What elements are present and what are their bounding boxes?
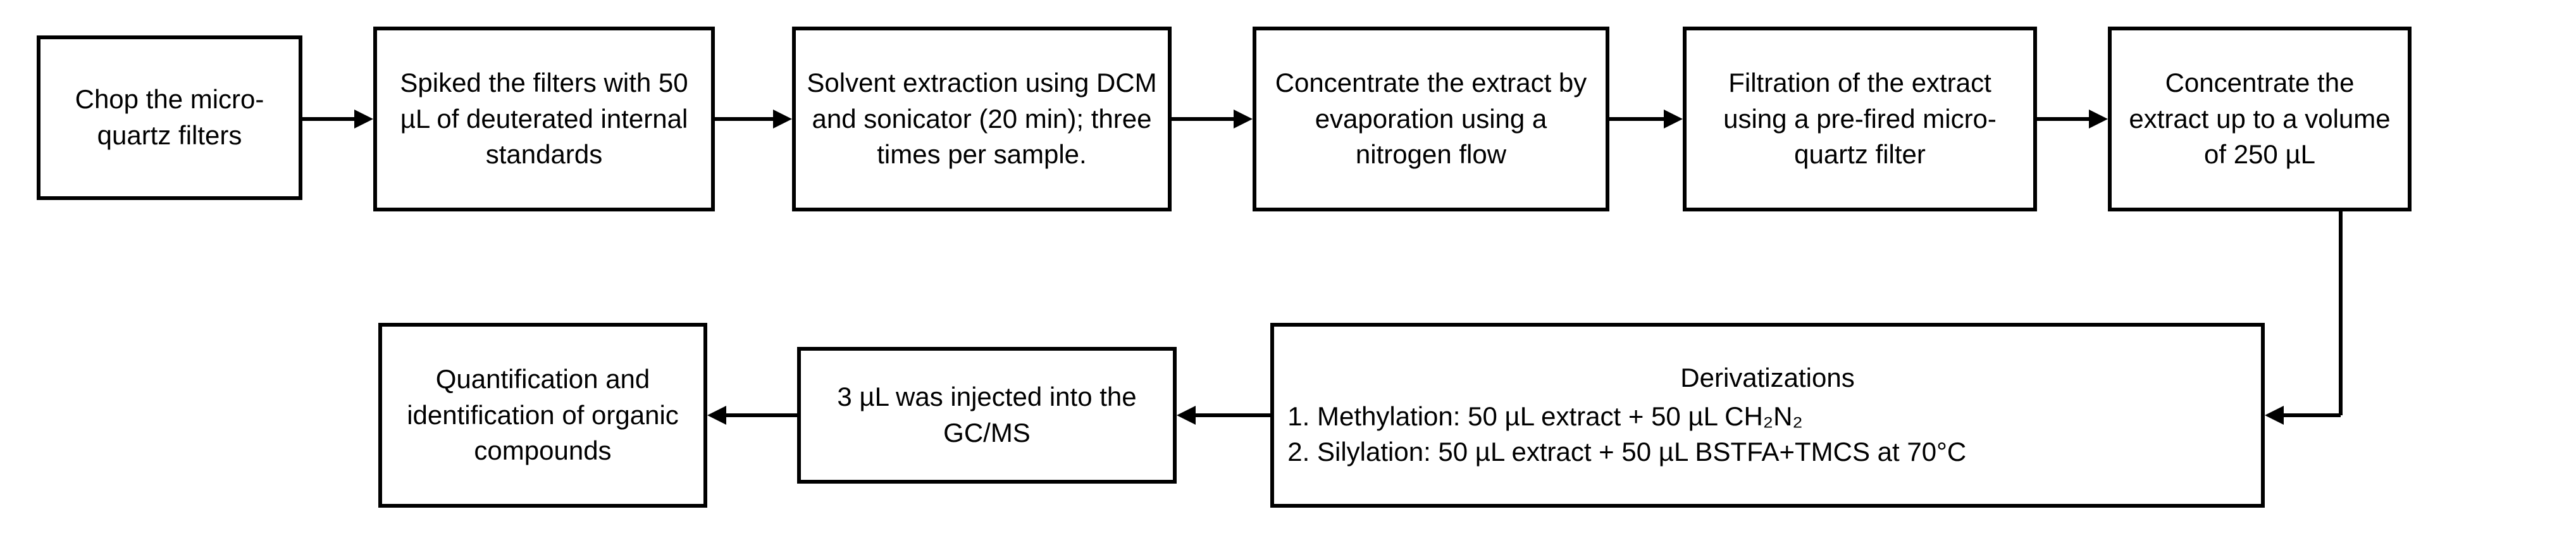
arrow-head: [707, 406, 726, 425]
flowchart-node-n8: 3 µL was injected into the GC/MS: [797, 347, 1177, 484]
arrow-head: [354, 110, 373, 129]
node-title: Derivatizations: [1284, 360, 2251, 396]
arrow-line: [1172, 117, 1234, 121]
arrow-line: [302, 117, 354, 121]
node-content: DerivatizationsMethylation: 50 µL extrac…: [1284, 360, 2251, 470]
node-content: Spiked the filters with 50 µL of deutera…: [387, 65, 701, 173]
flowchart-node-n6: Concentrate the extract up to a volume o…: [2108, 27, 2412, 211]
flowchart-canvas: Chop the micro-quartz filters Spiked the …: [0, 0, 2576, 552]
derivatizations-item: Methylation: 50 µL extract + 50 µL CH₂N₂: [1317, 399, 2251, 435]
arrow-line: [715, 117, 773, 121]
arrow-head: [1664, 110, 1683, 129]
flowchart-node-n1: Chop the micro-quartz filters: [37, 35, 302, 200]
flowchart-node-n4: Concentrate the extract by evaporation u…: [1253, 27, 1609, 211]
arrow-head: [2089, 110, 2108, 129]
arrow-head: [1177, 406, 1196, 425]
node-content: Filtration of the extract using a pre-fi…: [1697, 65, 2023, 173]
arrow-line: [2284, 413, 2341, 417]
arrow-line: [1196, 413, 1270, 417]
arrow-line: [726, 413, 797, 417]
flowchart-node-n3: Solvent extraction using DCM and sonicat…: [792, 27, 1172, 211]
node-content: Chop the micro-quartz filters: [51, 82, 288, 153]
derivatizations-list: Methylation: 50 µL extract + 50 µL CH₂N₂…: [1284, 399, 2251, 470]
arrow-line: [2339, 211, 2343, 415]
node-content: 3 µL was injected into the GC/MS: [811, 379, 1163, 451]
node-content: Solvent extraction using DCM and sonicat…: [806, 65, 1158, 173]
arrow-head: [773, 110, 792, 129]
flowchart-node-n2: Spiked the filters with 50 µL of deutera…: [373, 27, 715, 211]
node-content: Concentrate the extract by evaporation u…: [1266, 65, 1595, 173]
flowchart-node-n9: Quantification and identification of org…: [378, 323, 707, 508]
derivatizations-item: Silylation: 50 µL extract + 50 µL BSTFA+…: [1317, 434, 2251, 470]
arrow-line: [2037, 117, 2089, 121]
flowchart-node-n7: DerivatizationsMethylation: 50 µL extrac…: [1270, 323, 2265, 508]
arrow-head: [2265, 406, 2284, 425]
arrow-line: [1609, 117, 1664, 121]
arrow-head: [1234, 110, 1253, 129]
node-content: Concentrate the extract up to a volume o…: [2122, 65, 2398, 173]
flowchart-node-n5: Filtration of the extract using a pre-fi…: [1683, 27, 2037, 211]
node-content: Quantification and identification of org…: [392, 361, 693, 469]
